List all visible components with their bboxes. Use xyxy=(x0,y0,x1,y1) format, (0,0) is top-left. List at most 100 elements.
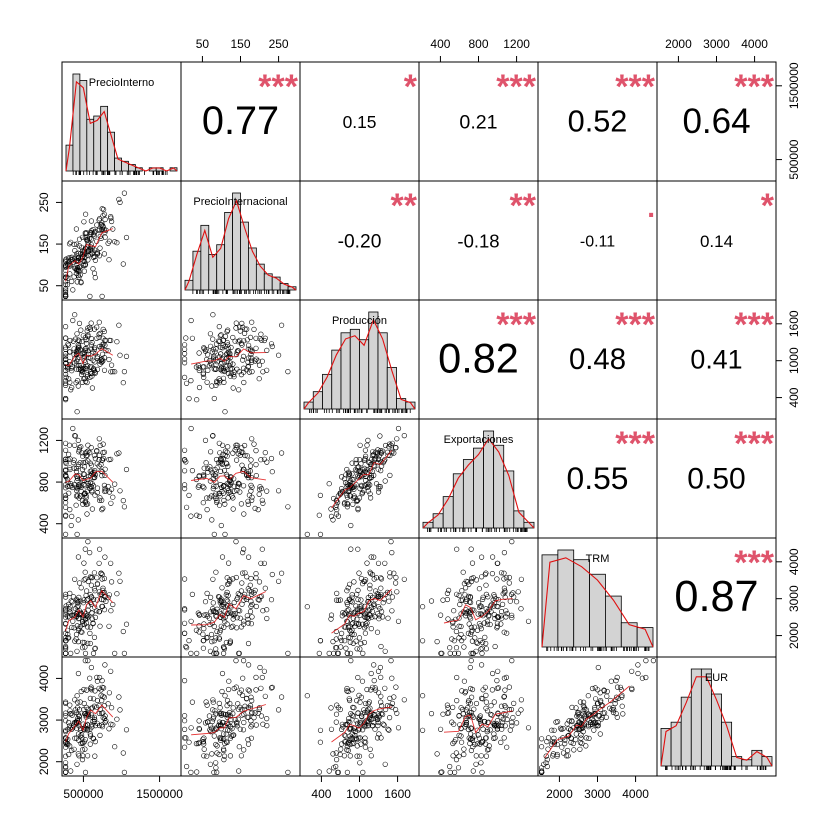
scatter-point xyxy=(451,739,457,745)
scatter-point xyxy=(574,722,581,729)
scatter-point xyxy=(76,594,82,601)
scatter-point xyxy=(604,693,610,699)
scatter-point xyxy=(72,638,78,644)
scatter-point xyxy=(92,753,98,759)
scatter-point xyxy=(62,495,69,502)
density-curve xyxy=(541,557,654,648)
scatter-point xyxy=(372,456,378,463)
scatter-point xyxy=(101,694,107,700)
scatter-point xyxy=(121,504,127,510)
scatter-point xyxy=(347,611,353,617)
scatter-point xyxy=(72,735,78,741)
scatter-point xyxy=(513,599,520,605)
scatter-point xyxy=(538,736,545,742)
scatter-point xyxy=(245,640,252,647)
scatter-point xyxy=(213,569,219,575)
scatter-point xyxy=(87,374,93,381)
scatter-point xyxy=(96,497,103,503)
scatter-point xyxy=(494,677,500,684)
scatter-point xyxy=(62,753,69,759)
scatter-point xyxy=(210,606,216,612)
scatter-point xyxy=(68,598,74,604)
scatter-point xyxy=(346,596,352,603)
scatter-point xyxy=(186,637,192,644)
scatter-point xyxy=(551,735,557,741)
scatter-point xyxy=(77,460,83,466)
scatter-point xyxy=(358,720,364,726)
scatter-point xyxy=(92,645,98,651)
scatter-point xyxy=(81,597,87,603)
scatter-point xyxy=(268,341,275,347)
scatter-point xyxy=(210,346,216,352)
scatter-point xyxy=(378,699,384,705)
scatter-point xyxy=(231,611,237,617)
scatter-point xyxy=(339,474,345,480)
scatter-point xyxy=(376,483,382,490)
scatter-point xyxy=(304,604,310,610)
panel-5-5: EUR xyxy=(656,656,777,777)
scatter-point xyxy=(551,727,557,733)
scatter-point xyxy=(94,581,101,587)
scatter-point xyxy=(200,738,206,745)
scatter-point xyxy=(82,769,89,776)
scatter-point xyxy=(354,753,360,759)
scatter-point xyxy=(108,668,114,674)
scatter-point xyxy=(221,646,228,652)
scatter-point xyxy=(66,490,72,496)
right-tick-label: 400 xyxy=(787,387,801,407)
scatter-point xyxy=(76,274,82,280)
scatter-point xyxy=(65,451,72,458)
scatter-point xyxy=(229,611,235,617)
scatter-point xyxy=(78,476,85,482)
scatter-point xyxy=(87,229,93,236)
scatter-point xyxy=(248,598,254,605)
scatter-point xyxy=(204,379,210,385)
scatter-point xyxy=(367,582,373,588)
scatter-point xyxy=(508,706,515,713)
scatter-point xyxy=(189,699,195,705)
smooth-line xyxy=(191,591,267,626)
scatter-point xyxy=(92,492,98,498)
scatter-point xyxy=(256,376,262,382)
scatter-point xyxy=(483,753,490,759)
scatter-point xyxy=(205,634,211,641)
scatter-point xyxy=(189,468,195,474)
smooth-line xyxy=(191,470,266,483)
scatter-point xyxy=(376,453,382,459)
scatter-point xyxy=(219,554,226,560)
scatter-point xyxy=(244,337,250,343)
histogram-bar xyxy=(493,444,505,529)
right-tick-label: 1000 xyxy=(787,347,801,374)
scatter-point xyxy=(237,448,243,454)
scatter-point xyxy=(264,615,270,622)
scatter-point xyxy=(221,645,227,651)
scatter-point xyxy=(264,347,270,354)
histogram-bar xyxy=(72,73,81,172)
scatter-point xyxy=(362,722,368,729)
scatter-point xyxy=(221,753,228,759)
scatter-point xyxy=(215,594,222,600)
scatter-point xyxy=(349,476,355,483)
scatter-point xyxy=(438,650,444,657)
scatter-point xyxy=(491,735,497,742)
scatter-point xyxy=(242,326,248,332)
scatter-point xyxy=(225,345,231,352)
scatter-point xyxy=(85,578,91,585)
scatter-point xyxy=(64,627,71,633)
scatter-point xyxy=(477,741,483,747)
scatter-point xyxy=(554,741,560,748)
scatter-point xyxy=(62,447,69,453)
scatter-point xyxy=(208,343,214,349)
scatter-point xyxy=(121,650,127,657)
scatter-point xyxy=(210,697,216,703)
scatter-point xyxy=(194,397,200,403)
scatter-point xyxy=(368,473,374,479)
scatter-point xyxy=(203,699,209,705)
scatter-point xyxy=(106,257,112,263)
scatter-point xyxy=(241,511,247,517)
scatter-point xyxy=(248,603,254,610)
left-tick-label: 4000 xyxy=(37,665,51,692)
scatter-point xyxy=(99,206,105,212)
scatter-point xyxy=(375,456,382,462)
